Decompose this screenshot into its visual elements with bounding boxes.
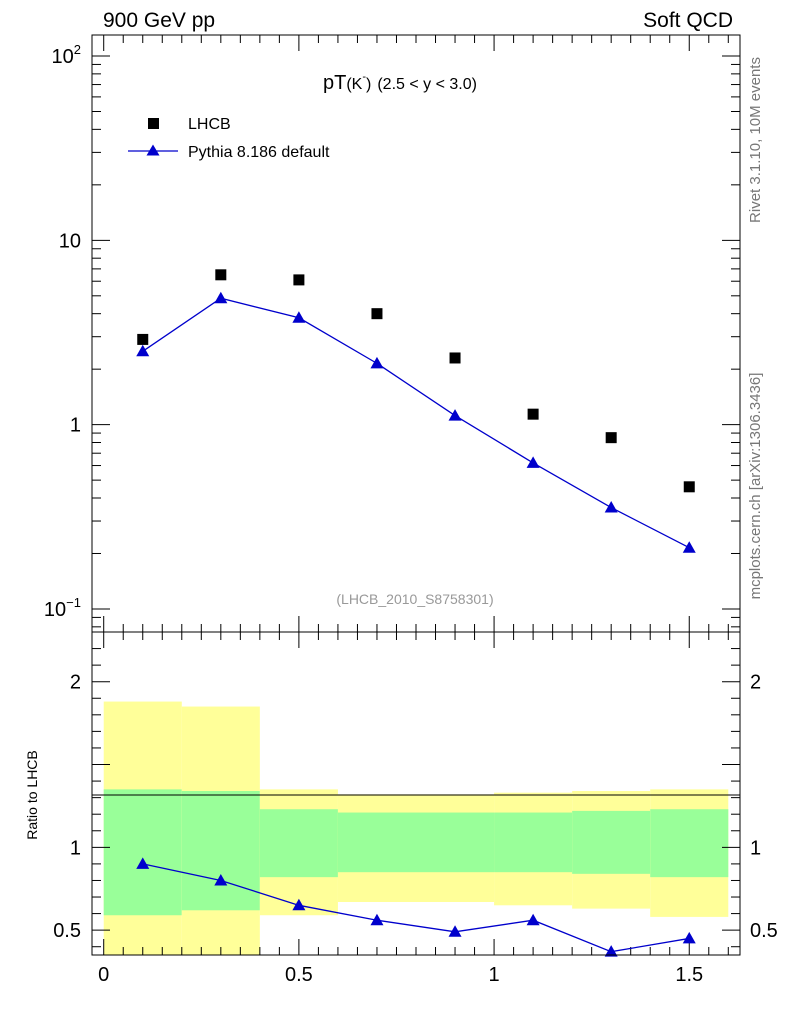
main-y-tick-label: 10 xyxy=(59,230,81,252)
ratio-pythia-point xyxy=(136,857,150,869)
ratio-x-tick-label: 1.5 xyxy=(675,964,703,986)
ratio-green-band xyxy=(572,810,651,874)
main-y-tick-label: 1 xyxy=(70,415,81,437)
pythia-point xyxy=(604,501,618,513)
ratio-y-tick-label-right: 2 xyxy=(750,672,761,694)
main-axis-ticks xyxy=(92,35,740,632)
header-left-label: 900 GeV pp xyxy=(103,9,215,32)
ratio-pythia-point xyxy=(682,931,696,944)
ratio-panel: 0.5 0.5 1 1 2 2 0 0.5 1 1.5 Ratio to LHCB xyxy=(24,631,778,986)
ratio-y-tick-label-right: 1 xyxy=(750,837,761,859)
ratio-x-tick-label: 0.5 xyxy=(285,964,313,986)
ratio-y-tick-label-left: 0.5 xyxy=(53,920,81,942)
tick-base: 10 xyxy=(52,46,74,68)
mcplots-side-label: mcplots.cern.ch [arXiv:1306.3436] xyxy=(747,373,764,600)
ratio-green-band xyxy=(337,812,416,873)
title-pt: pT xyxy=(323,72,346,94)
main-series-group xyxy=(136,269,696,553)
pythia-point xyxy=(526,456,540,468)
title-particle-close: ) xyxy=(366,76,371,93)
ratio-y-tick-label-left: 1 xyxy=(70,837,81,859)
lhcb-point xyxy=(605,432,617,444)
rivet-side-label: Rivet 3.1.10, 10M events xyxy=(747,57,764,223)
pythia-point xyxy=(682,541,696,553)
ratio-pythia-line xyxy=(142,863,690,953)
main-y-tick-label: 102 xyxy=(52,42,81,68)
ratio-tick-labels: 0.5 0.5 1 1 2 2 0 0.5 1 1.5 xyxy=(53,672,778,986)
ratio-ylabel: Ratio to LHCB xyxy=(24,750,40,839)
ratio-pythia-point xyxy=(370,913,384,926)
ratio-x-tick-label: 0 xyxy=(98,964,109,986)
ratio-pythia-point xyxy=(604,945,618,957)
tick-base: 10 xyxy=(44,599,66,621)
ratio-green-band xyxy=(259,809,338,878)
title-range: (2.5 < y < 3.0) xyxy=(377,76,477,93)
ratio-bands xyxy=(103,701,729,955)
analysis-label: (LHCB_2010_S8758301) xyxy=(336,591,493,607)
ratio-green-band xyxy=(416,812,495,873)
lhcb-point xyxy=(371,308,383,320)
ratio-pythia-point xyxy=(526,913,540,926)
legend-lhcb-marker xyxy=(148,118,159,129)
legend-pythia-label: Pythia 8.186 default xyxy=(188,144,330,161)
lhcb-point xyxy=(683,481,695,493)
ratio-y-tick-label-right: 0.5 xyxy=(750,920,778,942)
legend-lhcb-label: LHCB xyxy=(188,116,231,133)
title-particle: (K xyxy=(346,76,362,93)
ratio-pythia-point xyxy=(214,873,228,886)
tick-exponent: 2 xyxy=(74,42,81,57)
lhcb-point xyxy=(527,408,539,420)
ratio-green-band xyxy=(103,789,182,916)
ratio-pythia-point xyxy=(292,898,306,911)
pythia-point xyxy=(370,356,384,369)
ratio-green-band xyxy=(494,812,573,873)
ratio-frame xyxy=(91,631,741,956)
ratio-green-band xyxy=(650,809,729,878)
lhcb-point xyxy=(293,274,305,286)
ratio-y-tick-label-left: 2 xyxy=(70,672,81,694)
pythia-point xyxy=(292,311,306,323)
main-title: pT(K-) (2.5 < y < 3.0) xyxy=(323,71,477,94)
main-y-tick-label: 10−1 xyxy=(44,595,81,621)
header-right-label: Soft QCD xyxy=(643,9,733,32)
tick-exponent: −1 xyxy=(66,595,81,610)
legend: LHCB Pythia 8.186 default xyxy=(128,116,330,161)
pythia-point xyxy=(136,344,150,357)
pythia-point xyxy=(214,291,228,304)
lhcb-point xyxy=(137,333,149,345)
lhcb-point xyxy=(449,352,461,364)
ratio-series-group xyxy=(136,857,696,957)
pythia-point xyxy=(448,409,462,421)
pythia-line xyxy=(142,297,690,549)
legend-pythia-marker xyxy=(146,144,160,156)
ratio-x-tick-label: 1 xyxy=(489,964,500,986)
ratio-green-band xyxy=(181,791,260,911)
title-charge: - xyxy=(362,71,366,83)
lhcb-point xyxy=(215,269,227,281)
ratio-pythia-point xyxy=(448,925,462,937)
ratio-axis-ticks xyxy=(92,632,740,955)
